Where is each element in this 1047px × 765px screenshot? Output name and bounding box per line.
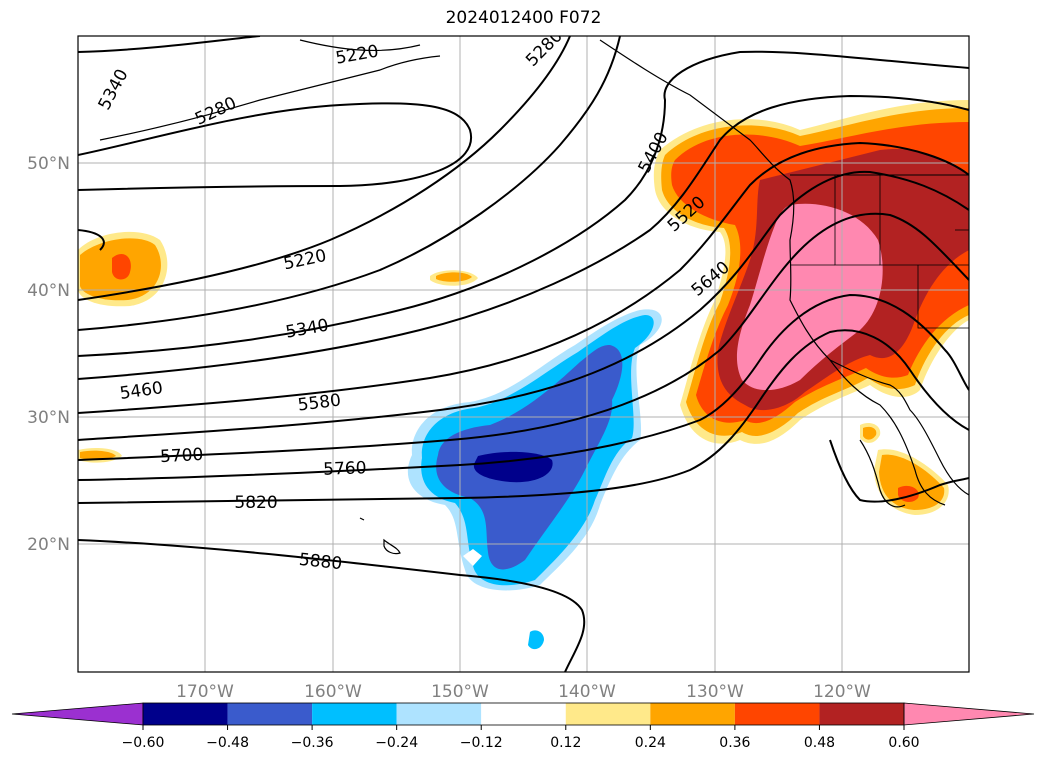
- lon-label: 130°W: [686, 682, 744, 702]
- contour-label: 5820: [234, 493, 277, 513]
- colorbar-swatch: [650, 703, 735, 725]
- colorbar-tick-label: −0.60: [122, 735, 165, 751]
- contour-label: 5700: [160, 445, 204, 467]
- anomaly-negative: [407, 309, 662, 650]
- colorbar-extend-high: [903, 702, 1035, 726]
- gridlines: [78, 36, 969, 672]
- lat-label: 20°N: [27, 535, 70, 555]
- map-panel: 5340 5280 5220 5280 5400 5520 5640 5220 …: [78, 36, 969, 672]
- colorbar-border: [142, 702, 905, 726]
- colorbar-tick-label: −0.12: [460, 735, 503, 751]
- coastlines: [99, 39, 969, 555]
- colorbar-swatch: [481, 703, 566, 725]
- lat-label: 30°N: [27, 408, 70, 428]
- lat-label: 50°N: [27, 154, 70, 174]
- colorbar-tick-label: −0.36: [291, 735, 334, 751]
- map-frame: [77, 35, 970, 673]
- colorbar-swatch: [396, 703, 482, 725]
- contour-label: 5880: [298, 550, 343, 574]
- lon-label: 170°W: [176, 682, 234, 702]
- longitude-labels: 170°W 160°W 150°W 140°W 130°W 120°W: [176, 682, 871, 702]
- lon-label: 120°W: [813, 682, 871, 702]
- colorbar-extend-low: [11, 702, 144, 726]
- colorbar-tick-label: −0.24: [375, 735, 418, 751]
- colorbar-swatch: [734, 703, 820, 725]
- colorbar-swatch: [143, 703, 228, 725]
- lon-label: 150°W: [431, 682, 489, 702]
- colorbar-tick-label: 0.24: [635, 735, 666, 751]
- colorbar-tick-label: −0.48: [206, 735, 249, 751]
- lon-label: 140°W: [558, 682, 616, 702]
- colorbar-swatch: [312, 703, 397, 725]
- colorbar-tick-label: 0.60: [888, 735, 919, 751]
- map-title: 2024012400 F072: [445, 8, 602, 28]
- colorbar-tick-label: 0.48: [804, 735, 835, 751]
- lat-label: 40°N: [27, 281, 70, 301]
- colorbar-swatch: [565, 703, 651, 725]
- contour-label: 5760: [323, 458, 367, 479]
- colorbar-swatch: [819, 703, 904, 725]
- height-contours: [78, 36, 969, 672]
- latitude-labels: 50°N 40°N 30°N 20°N: [27, 154, 70, 555]
- lon-label: 160°W: [304, 682, 362, 702]
- colorbar-tick-label: 0.12: [550, 735, 581, 751]
- colorbar-tick-label: 0.36: [719, 735, 750, 751]
- colorbar-swatch: [227, 703, 313, 725]
- colorbar: −0.60 −0.48 −0.36 −0.24 −0.12 0.12 0.24 0.36 0.4…: [11, 702, 1035, 751]
